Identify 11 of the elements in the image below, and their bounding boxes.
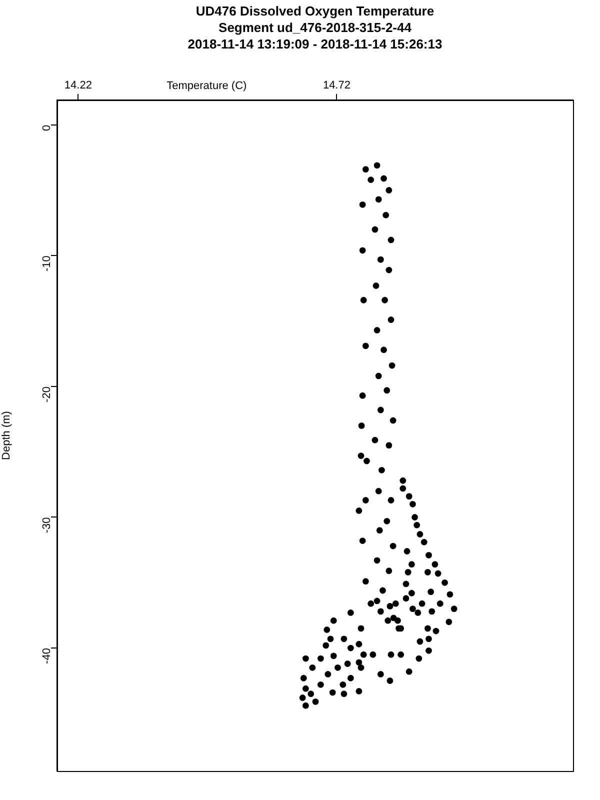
y-axis-title: Depth (m) — [0, 411, 13, 460]
y-tick-label: -10 — [41, 256, 54, 272]
x-tick-label: 14.22 — [64, 79, 92, 92]
chart-subtitle: Segment ud_476-2018-315-2-44 2018-11-14 13:19:09 - 2018-11-14 15:26:13 — [188, 20, 442, 52]
chart-title: UD476 Dissolved Oxygen Temperature — [196, 4, 434, 19]
y-tick-label: -40 — [41, 648, 54, 664]
x-axis-title: Temperature (C) — [166, 80, 247, 92]
y-tick-label: 0 — [41, 124, 54, 131]
x-tick-label: 14.72 — [322, 79, 350, 92]
y-tick-label: -20 — [41, 386, 54, 402]
y-tick-label: -30 — [41, 517, 54, 534]
